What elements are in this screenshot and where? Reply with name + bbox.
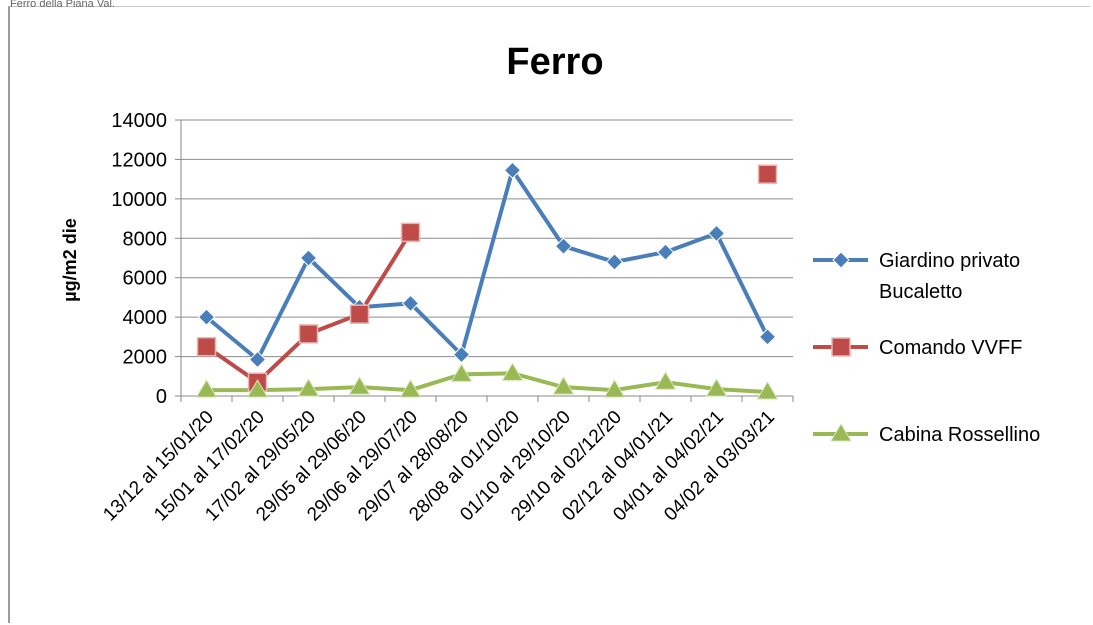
data-point-cabina-rossellino <box>195 379 218 398</box>
series-line-giardino-privato-bucaletto <box>205 168 770 362</box>
data-point-giardino-privato-bucaletto <box>758 328 777 346</box>
data-point-comando-vvff <box>196 336 217 357</box>
series-line-cabina-rossellino <box>206 371 768 395</box>
data-point-giardino-privato-bucaletto <box>401 294 420 313</box>
y-tick-label: 12000 <box>111 149 167 171</box>
y-tick-label: 10000 <box>111 189 167 211</box>
y-tick-label: 8000 <box>123 228 168 250</box>
legend-marker <box>831 337 851 357</box>
data-point-cabina-rossellino <box>348 376 371 395</box>
data-point-cabina-rossellino <box>603 379 626 398</box>
top-caption: Ferro della Piana Val. <box>10 0 115 10</box>
data-point-giardino-privato-bucaletto <box>452 345 471 364</box>
data-point-cabina-rossellino <box>399 379 422 398</box>
legend-marker <box>832 251 850 269</box>
y-tick-label: 14000 <box>111 110 167 132</box>
data-point-giardino-privato-bucaletto <box>707 224 726 243</box>
data-point-cabina-rossellino <box>246 379 269 398</box>
chart-frame: Ferro della Piana Val. <box>8 0 1090 623</box>
data-point-comando-vvff <box>349 304 370 324</box>
data-point-comando-vvff <box>400 222 421 243</box>
data-point-cabina-rossellino <box>501 362 524 381</box>
data-point-giardino-privato-bucaletto <box>197 308 216 326</box>
data-point-giardino-privato-bucaletto <box>299 249 318 267</box>
data-point-giardino-privato-bucaletto <box>605 253 624 271</box>
data-point-comando-vvff <box>757 164 778 184</box>
data-point-cabina-rossellino <box>756 381 779 400</box>
data-point-comando-vvff <box>298 324 319 344</box>
data-point-cabina-rossellino <box>654 371 677 390</box>
chart-title: Ferro <box>506 41 603 83</box>
legend-label: Giardino privato Bucaletto <box>879 250 1020 303</box>
y-tick-label: 2000 <box>123 347 168 369</box>
data-point-cabina-rossellino <box>552 376 575 395</box>
data-point-cabina-rossellino <box>450 363 473 382</box>
legend-label: Cabina Rossellino <box>879 424 1040 446</box>
y-tick-label: 4000 <box>123 307 168 329</box>
data-point-giardino-privato-bucaletto <box>248 350 267 369</box>
data-point-giardino-privato-bucaletto <box>656 243 675 261</box>
data-point-cabina-rossellino <box>705 378 728 397</box>
data-point-giardino-privato-bucaletto <box>554 237 573 255</box>
legend-marker <box>830 423 852 442</box>
data-point-cabina-rossellino <box>297 378 320 397</box>
legend-label: Comando VVFF <box>879 337 1022 359</box>
y-tick-label: 6000 <box>123 268 168 290</box>
y-tick-label: 0 <box>156 386 167 408</box>
y-axis-label: µg/m2 die <box>60 218 80 301</box>
data-point-giardino-privato-bucaletto <box>503 161 522 179</box>
